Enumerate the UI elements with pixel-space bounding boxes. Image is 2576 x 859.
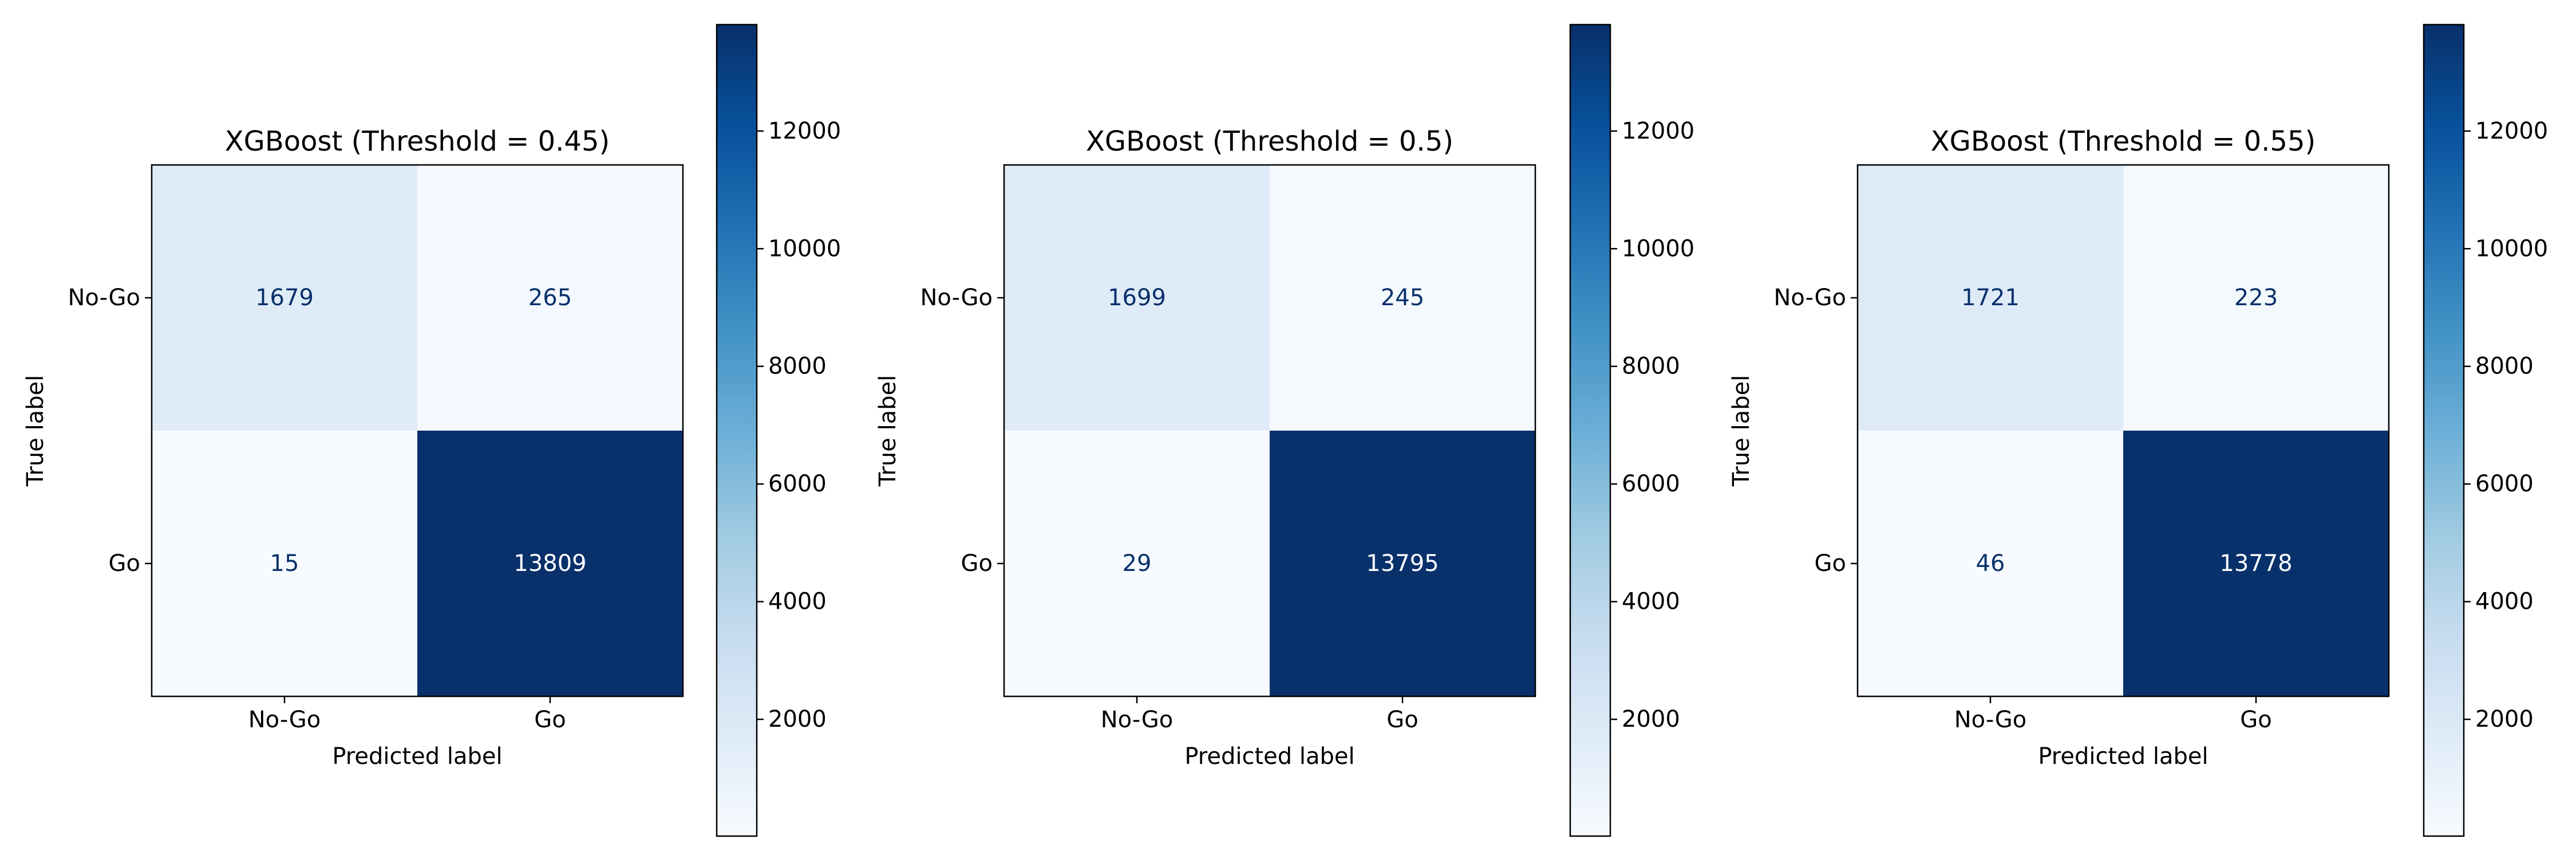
matrix-cell bbox=[417, 165, 683, 431]
cell-value-label: 1699 bbox=[1108, 285, 1166, 311]
colorbar-frame bbox=[1569, 23, 1611, 837]
cell-value-label: 13809 bbox=[513, 550, 586, 577]
chart-title: XGBoost (Threshold = 0.45) bbox=[225, 125, 610, 157]
x-tick-label: Go bbox=[534, 707, 566, 733]
cell-value-label: 245 bbox=[1381, 285, 1424, 311]
y-tick-label: No-Go bbox=[68, 285, 140, 311]
matrix-cell bbox=[1858, 165, 2123, 431]
colorbar-tick-label: 10000 bbox=[1622, 235, 1694, 262]
colorbar-tick-label: 4000 bbox=[1622, 589, 1680, 615]
y-tick-label: Go bbox=[961, 550, 993, 577]
x-tick-label: No-Go bbox=[248, 707, 321, 733]
matrix-cell bbox=[1270, 165, 1535, 431]
x-tick-label: No-Go bbox=[1954, 707, 2027, 733]
x-tick-label: Go bbox=[2240, 707, 2271, 733]
colorbar-tick-label: 10000 bbox=[2475, 235, 2548, 262]
matrix-cell bbox=[2123, 431, 2389, 696]
axes-frame bbox=[151, 164, 684, 698]
x-tick-label: No-Go bbox=[1101, 707, 1174, 733]
y-axis-label: True label bbox=[875, 375, 901, 487]
colorbar-frame bbox=[716, 23, 758, 837]
axes-frame bbox=[1856, 164, 2390, 698]
colorbar-tick-label: 6000 bbox=[1622, 471, 1680, 497]
cell-value-label: 1679 bbox=[255, 285, 314, 311]
colorbar-tick-label: 2000 bbox=[1622, 706, 1680, 732]
matrix-cell bbox=[1270, 431, 1535, 696]
cell-value-label: 223 bbox=[2234, 285, 2278, 311]
colorbar-tick-label: 2000 bbox=[768, 706, 827, 732]
colorbar-gradient bbox=[717, 25, 757, 836]
x-tick-label: Go bbox=[1386, 707, 1418, 733]
axes-frame bbox=[1003, 164, 1536, 698]
colorbar-tick-label: 12000 bbox=[1622, 118, 1694, 144]
colorbar-tick-label: 8000 bbox=[1622, 353, 1680, 380]
matrix-cell bbox=[152, 431, 417, 696]
colorbar-tick-label: 6000 bbox=[768, 471, 827, 497]
x-axis-label: Predicted label bbox=[2038, 743, 2208, 770]
colorbar-tick-label: 4000 bbox=[768, 589, 827, 615]
y-tick-label: No-Go bbox=[1773, 285, 1846, 311]
matrix-cell bbox=[152, 165, 417, 431]
matrix-cell bbox=[417, 431, 683, 696]
colorbar-gradient bbox=[2424, 25, 2464, 836]
matrix-cell bbox=[1004, 431, 1270, 696]
x-axis-label: Predicted label bbox=[332, 743, 502, 770]
colorbar-tick-label: 6000 bbox=[2475, 471, 2534, 497]
colorbar-gradient bbox=[1570, 25, 1610, 836]
matrix-cell bbox=[1858, 431, 2123, 696]
cell-value-label: 13795 bbox=[1366, 550, 1439, 577]
colorbar-tick-label: 8000 bbox=[2475, 353, 2534, 380]
y-axis-label: True label bbox=[1728, 375, 1755, 487]
colorbar-tick-label: 8000 bbox=[768, 353, 827, 380]
cell-value-label: 46 bbox=[1976, 550, 2005, 577]
cell-value-label: 13778 bbox=[2219, 550, 2292, 577]
colorbar-tick-label: 2000 bbox=[2475, 706, 2534, 732]
cell-value-label: 29 bbox=[1123, 550, 1152, 577]
colorbar-tick-label: 12000 bbox=[2475, 118, 2548, 144]
cell-value-label: 265 bbox=[528, 285, 572, 311]
chart-title: XGBoost (Threshold = 0.5) bbox=[1086, 125, 1453, 157]
matrix-cell bbox=[1004, 165, 1270, 431]
y-axis-label: True label bbox=[22, 375, 49, 487]
colorbar-tick-label: 10000 bbox=[768, 235, 841, 262]
matrix-cell bbox=[2123, 165, 2389, 431]
colorbar-frame bbox=[2423, 23, 2465, 837]
colorbar-tick-label: 4000 bbox=[2475, 589, 2534, 615]
cell-value-label: 15 bbox=[270, 550, 299, 577]
cell-value-label: 1721 bbox=[1961, 285, 2020, 311]
y-tick-label: Go bbox=[1815, 550, 1846, 577]
colorbar-tick-label: 12000 bbox=[768, 118, 841, 144]
x-axis-label: Predicted label bbox=[1184, 743, 1354, 770]
y-tick-label: No-Go bbox=[920, 285, 993, 311]
chart-title: XGBoost (Threshold = 0.55) bbox=[1931, 125, 2316, 157]
y-tick-label: Go bbox=[109, 550, 140, 577]
